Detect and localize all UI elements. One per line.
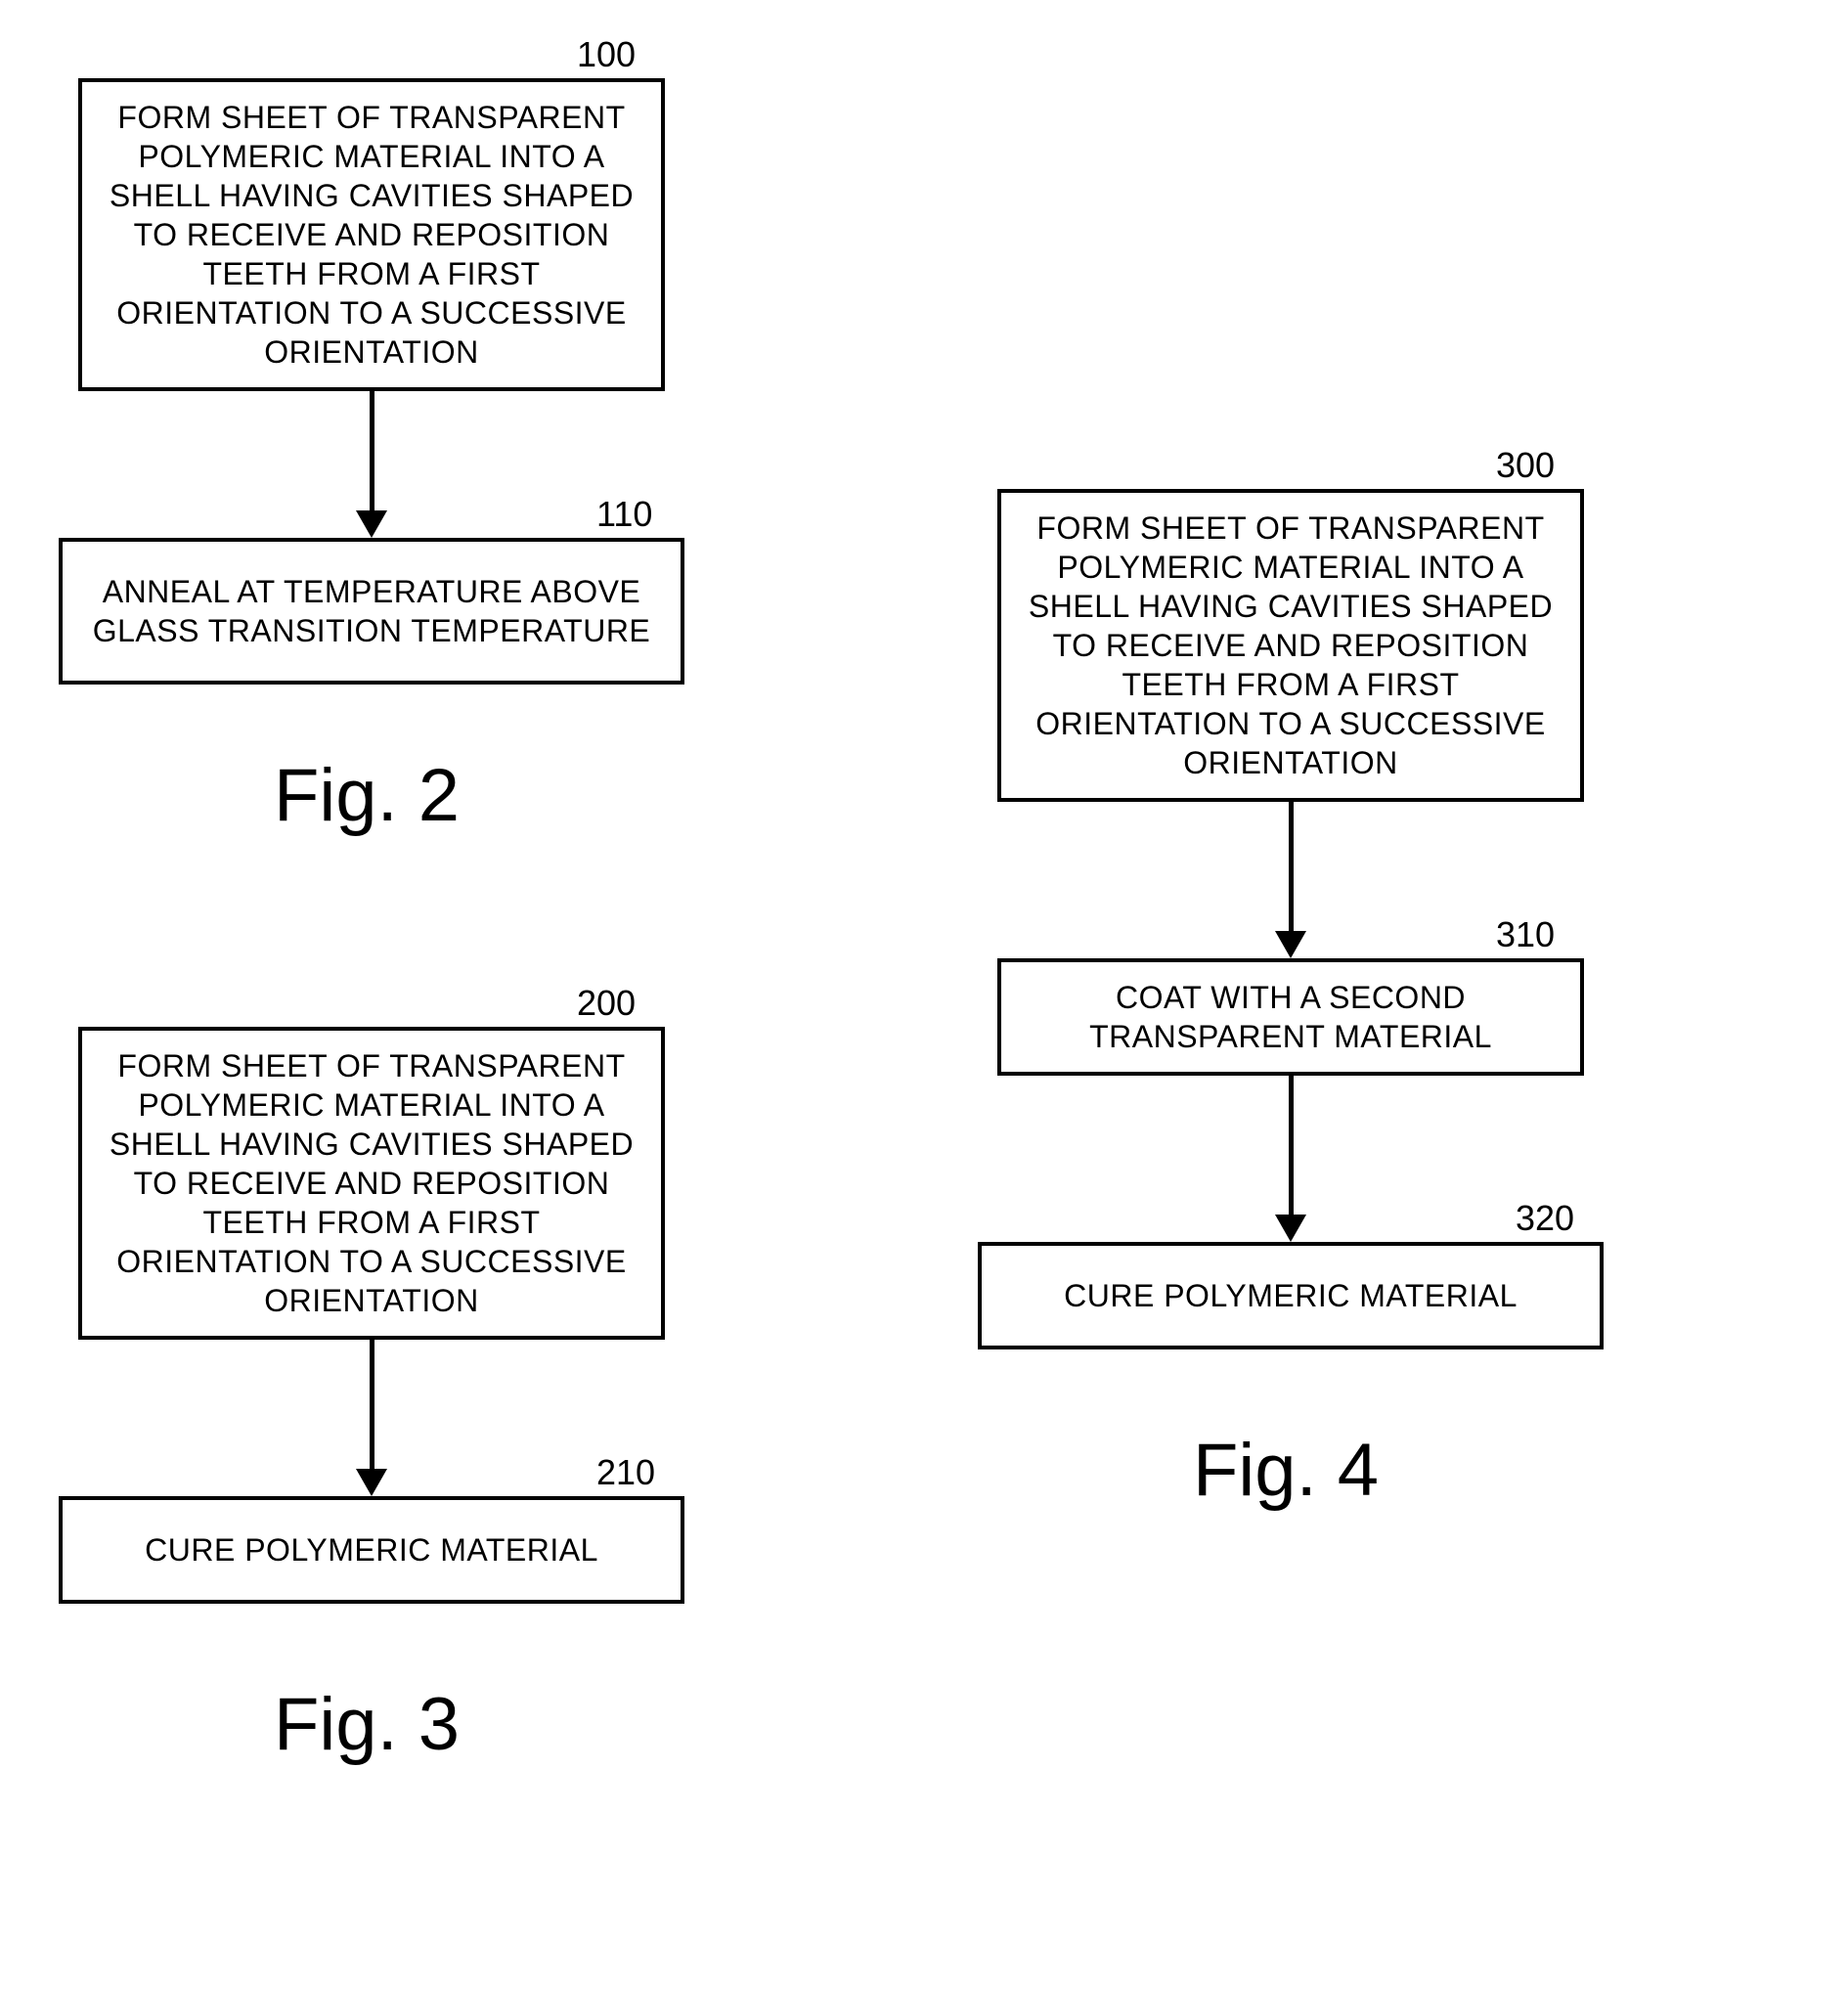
box-320-text: CURE POLYMERIC MATERIAL	[1064, 1276, 1518, 1315]
arrow-310-320-shaft	[1289, 1076, 1294, 1215]
arrow-100-110-head	[356, 510, 387, 538]
box-100: FORM SHEET OF TRANSPARENT POLYMERIC MATE…	[78, 78, 665, 391]
box-210-text: CURE POLYMERIC MATERIAL	[145, 1530, 598, 1569]
box-210: CURE POLYMERIC MATERIAL	[59, 1496, 684, 1604]
arrow-200-210-head	[356, 1469, 387, 1496]
ref-310: 310	[1496, 914, 1555, 955]
box-320: CURE POLYMERIC MATERIAL	[978, 1242, 1604, 1349]
box-310: COAT WITH A SECOND TRANSPARENT MATERIAL	[997, 958, 1584, 1076]
ref-210: 210	[596, 1452, 655, 1493]
box-110: ANNEAL AT TEMPERATURE ABOVE GLASS TRANSI…	[59, 538, 684, 685]
box-200: FORM SHEET OF TRANSPARENT POLYMERIC MATE…	[78, 1027, 665, 1340]
ref-300: 300	[1496, 445, 1555, 486]
box-300-text: FORM SHEET OF TRANSPARENT POLYMERIC MATE…	[1021, 508, 1561, 782]
ref-320: 320	[1516, 1198, 1574, 1239]
arrow-200-210-shaft	[370, 1340, 374, 1469]
arrow-100-110-shaft	[370, 391, 374, 510]
box-310-text: COAT WITH A SECOND TRANSPARENT MATERIAL	[1021, 978, 1561, 1056]
ref-200: 200	[577, 983, 636, 1024]
box-300: FORM SHEET OF TRANSPARENT POLYMERIC MATE…	[997, 489, 1584, 802]
arrow-300-310-shaft	[1289, 802, 1294, 931]
box-100-text: FORM SHEET OF TRANSPARENT POLYMERIC MATE…	[102, 98, 641, 372]
box-200-text: FORM SHEET OF TRANSPARENT POLYMERIC MATE…	[102, 1046, 641, 1320]
arrow-300-310-head	[1275, 931, 1306, 958]
box-110-text: ANNEAL AT TEMPERATURE ABOVE GLASS TRANSI…	[82, 572, 661, 650]
caption-fig4: Fig. 4	[1193, 1428, 1379, 1513]
arrow-310-320-head	[1275, 1215, 1306, 1242]
caption-fig3: Fig. 3	[274, 1682, 460, 1767]
ref-100: 100	[577, 34, 636, 75]
ref-110: 110	[596, 494, 652, 535]
caption-fig2: Fig. 2	[274, 753, 460, 838]
